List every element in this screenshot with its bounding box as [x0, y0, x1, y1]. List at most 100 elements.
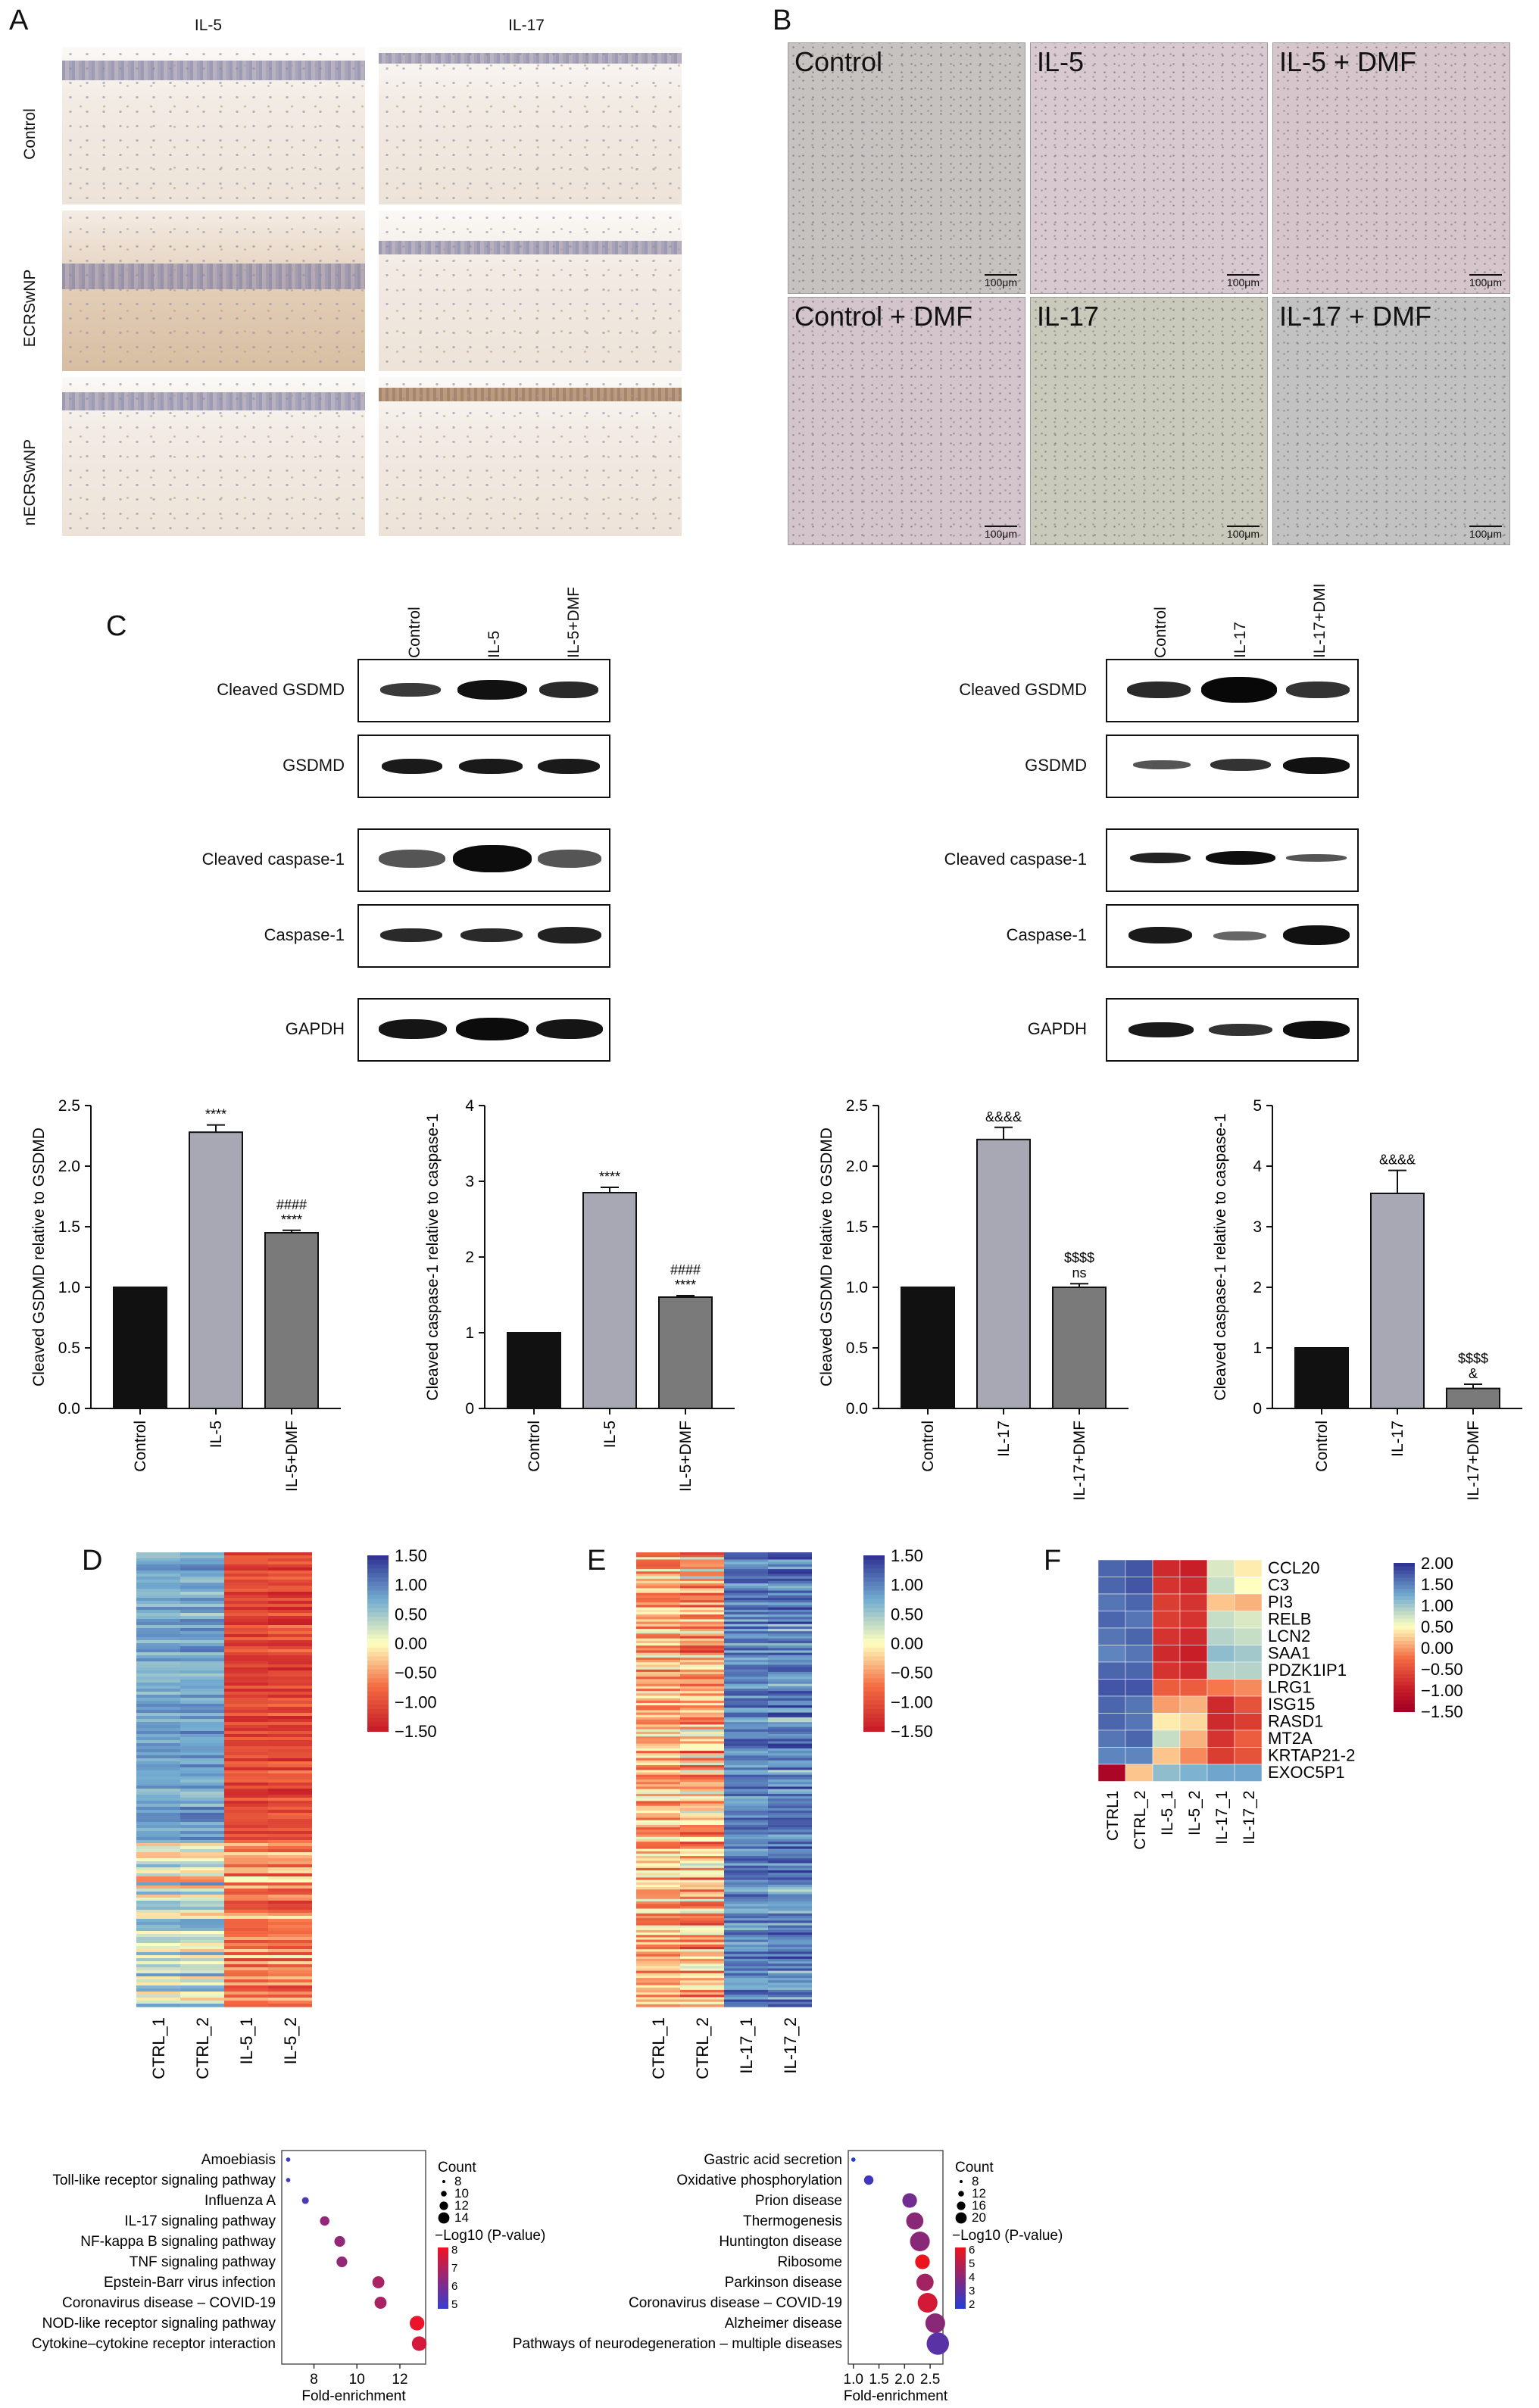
culture-label-il17-dmf: IL-17 + DMF	[1279, 301, 1432, 332]
heatmap-cell	[268, 1770, 312, 1774]
heatmap-cell	[724, 1650, 768, 1654]
blot-caspase1-left	[357, 904, 610, 968]
heatmap-cell	[680, 1779, 724, 1783]
heatmap-cell	[180, 1831, 224, 1835]
heatmap-cell	[768, 1889, 812, 1893]
significance-label: $$$$	[1458, 1351, 1488, 1366]
heatmap-cell	[636, 1765, 680, 1768]
heatmap-cell	[724, 1916, 768, 1919]
heatmap-cell	[224, 1998, 268, 2001]
heatmap-cell	[724, 1753, 768, 1757]
blot-label-cleaved-caspase1: Cleaved caspase-1	[944, 850, 1087, 869]
lane-label-il5-dmf: IL-5+DMF	[565, 587, 582, 658]
enrichment-point	[410, 2316, 425, 2331]
heatmap-cell	[724, 1726, 768, 1730]
heatmap-cell	[180, 1761, 224, 1765]
heatmap-cell	[224, 1746, 268, 1750]
heatmap-cell	[636, 1557, 680, 1561]
heatmap-cell	[768, 1772, 812, 1776]
heatmap-cell	[224, 1619, 268, 1623]
blot-label-gsdmd: GSDMD	[1025, 756, 1087, 775]
heatmap-cell	[136, 1801, 180, 1804]
colorbar-segment	[367, 1683, 389, 1688]
heatmap-cell	[1152, 1747, 1181, 1765]
heatmap-cell	[224, 1861, 268, 1865]
colorbar-segment	[367, 1555, 389, 1561]
heatmap-cell	[768, 1569, 812, 1572]
heatmap-cell	[768, 1882, 812, 1886]
heatmap-cell	[768, 1607, 812, 1611]
heatmap-cell	[768, 1985, 812, 1988]
heatmap-cell	[224, 1837, 268, 1841]
heatmap-cell	[724, 1638, 768, 1642]
heatmap-cell	[224, 1670, 268, 1674]
heatmap-cell	[224, 1807, 268, 1811]
legend-gradient-segment	[955, 2263, 966, 2266]
heatmap-cell	[224, 1574, 268, 1577]
heatmap-cell	[136, 1882, 180, 1886]
heatmap-cell	[724, 1892, 768, 1895]
legend-pvalue-value: 6	[451, 2280, 457, 2293]
heatmap-cell	[1125, 1695, 1153, 1714]
heatmap-cell	[768, 1590, 812, 1594]
heatmap-cell	[768, 1954, 812, 1957]
blot-label-gapdh: GAPDH	[285, 1019, 345, 1038]
enrichment-point	[336, 2256, 348, 2268]
heatmap-cell	[724, 1729, 768, 1733]
legend-count-dot	[957, 2201, 966, 2210]
heatmap-cell	[724, 1693, 768, 1697]
legend-gradient-segment	[955, 2284, 966, 2288]
panel-a-row-ecrswnp: ECRSwNP	[21, 269, 39, 348]
heatmap-cell	[768, 1927, 812, 1931]
heatmap-cell	[724, 1842, 768, 1845]
heatmap-cell	[636, 1844, 680, 1848]
heatmap-cell	[680, 1995, 724, 1998]
heatmap-cell	[268, 1828, 312, 1832]
enrichment-point	[372, 2276, 385, 2288]
heatmap-e-colorbar-label: 0.50	[891, 1605, 923, 1624]
heatmap-cell	[268, 1998, 312, 2001]
heatmap-cell	[768, 1758, 812, 1761]
heatmap-cell	[768, 1906, 812, 1910]
colorbar-segment	[1394, 1589, 1415, 1594]
heatmap-cell	[268, 1889, 312, 1892]
y-tick-label: 0	[1253, 1400, 1262, 1418]
heatmap-cell	[636, 1662, 680, 1666]
legend-gradient-segment	[438, 2269, 448, 2272]
heatmap-cell	[136, 1970, 180, 1974]
heatmap-cell	[680, 1997, 724, 2001]
heatmap-cell	[268, 1816, 312, 1820]
heatmap-cell	[268, 1810, 312, 1814]
heatmap-cell	[636, 1590, 680, 1594]
heatmap-cell	[180, 1619, 224, 1623]
heatmap-cell	[724, 1808, 768, 1811]
colorbar-segment	[1394, 1622, 1415, 1627]
heatmap-cell	[224, 2004, 268, 2007]
heatmap-column-label: IL-17_2	[1241, 1791, 1258, 1845]
heatmap-cell	[180, 1613, 224, 1617]
heatmap-cell	[680, 1825, 724, 1828]
heatmap-cell	[180, 1631, 224, 1635]
heatmap-cell	[136, 1764, 180, 1768]
lane-label-il5: IL-5	[485, 630, 503, 658]
significance-label: &&&&	[985, 1109, 1022, 1124]
heatmap-cell	[224, 1840, 268, 1844]
heatmap-cell	[224, 1955, 268, 1959]
heatmap-cell	[180, 1667, 224, 1671]
heatmap-cell	[680, 1879, 724, 1883]
term-label: Parkinson disease	[725, 2275, 842, 2291]
heatmap-cell	[136, 1707, 180, 1711]
term-label: Epstein-Barr virus infection	[104, 2275, 276, 2291]
heatmap-cell	[224, 1652, 268, 1656]
heatmap-cell	[680, 1712, 724, 1716]
heatmap-cell	[768, 1910, 812, 1914]
culture-image-il17: IL-17 100μm	[1030, 297, 1268, 545]
heatmap-cell	[136, 1873, 180, 1877]
heatmap-cell	[768, 1980, 812, 1984]
heatmap-cell	[268, 1737, 312, 1741]
colorbar-segment	[863, 1656, 885, 1662]
enrichment-point	[916, 2273, 934, 2291]
heatmap-cell	[636, 1714, 680, 1718]
term-label: Pathways of neurodegeneration – multiple…	[513, 2336, 842, 2352]
culture-label-control-dmf: Control + DMF	[794, 301, 973, 332]
